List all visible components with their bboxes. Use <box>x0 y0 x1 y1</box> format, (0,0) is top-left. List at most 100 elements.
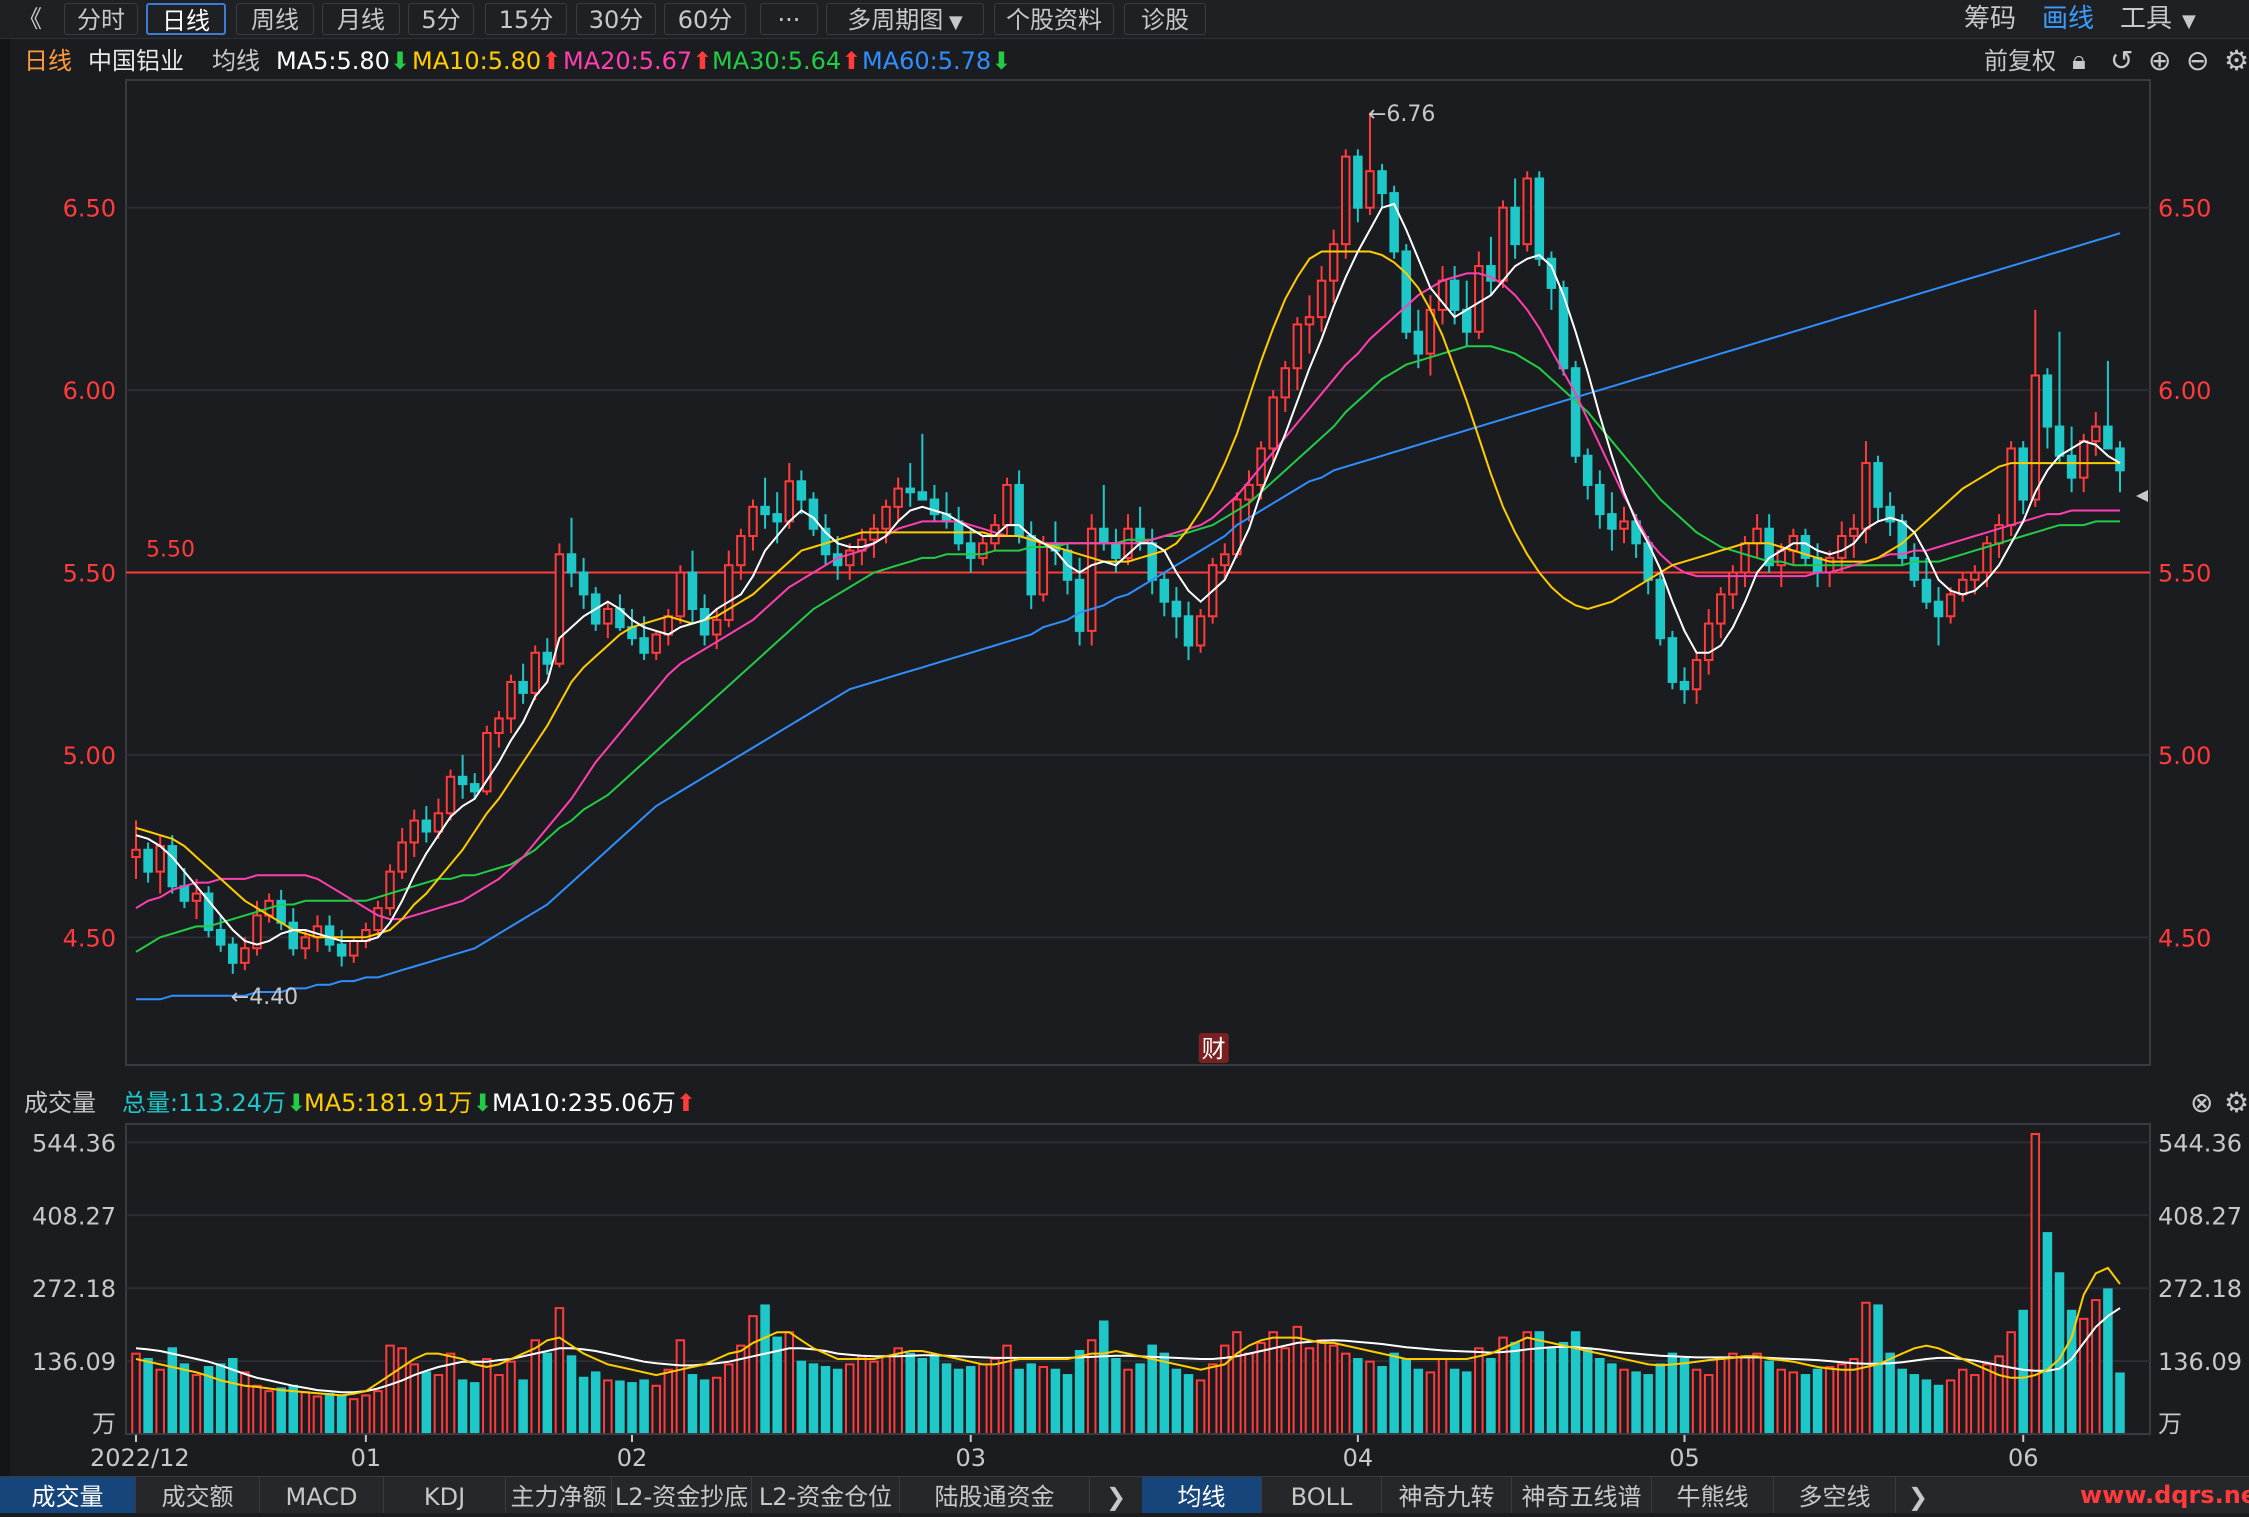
candle-body <box>349 939 359 957</box>
tabs-scroll-right-icon[interactable]: ❯ <box>1105 1483 1127 1511</box>
volume-bar <box>1316 1339 1327 1435</box>
low-price-label: ←4.40 <box>231 985 298 1010</box>
indicator-tab-5[interactable]: L2-资金抄底 <box>612 1477 752 1513</box>
indicator-tab-7[interactable]: 陆股通资金 <box>900 1477 1090 1513</box>
toolbar-tab-3[interactable]: 月线 <box>322 3 400 35</box>
draw-line-button[interactable]: 画线 <box>2042 4 2095 34</box>
candle-body <box>1667 637 1678 683</box>
chip-distribution-button[interactable]: 筹码 <box>1964 4 2017 34</box>
candle-body <box>1982 542 1992 574</box>
candle-body <box>651 633 661 654</box>
toolbar-tab-4[interactable]: 5分 <box>408 3 474 35</box>
overlay-tab-1[interactable]: BOLL <box>1262 1477 1382 1513</box>
volume-bar <box>1752 1352 1762 1435</box>
overlay-tab-3[interactable]: 神奇五线谱 <box>1512 1477 1652 1513</box>
toolbar-tab-10[interactable]: 个股资料 <box>994 3 1114 35</box>
undo-icon[interactable]: ↺ <box>2110 44 2134 77</box>
volume-bar <box>1957 1368 1968 1435</box>
back-button[interactable]: 《 <box>18 5 42 33</box>
candle-body <box>1135 527 1145 545</box>
finance-badge <box>1198 1033 1229 1063</box>
volume-bar <box>1244 1352 1254 1435</box>
volume-bar <box>1389 1352 1399 1435</box>
zoom-out-icon[interactable]: ⊖ <box>2186 44 2210 77</box>
candle-body <box>1873 462 1883 508</box>
volume-bar <box>1183 1374 1194 1435</box>
tabs-scroll-right-icon-2[interactable]: ❯ <box>1907 1483 1929 1511</box>
volume-bar <box>469 1382 480 1436</box>
volume-bar <box>1764 1360 1774 1436</box>
toolbar-tab-11[interactable]: 诊股 <box>1124 3 1206 35</box>
volume-bar <box>1631 1371 1641 1435</box>
candle-body <box>1595 483 1605 516</box>
settings-gear-icon[interactable]: ⚙ <box>2224 44 2249 77</box>
volume-settings-icon[interactable]: ⚙ <box>2224 1086 2249 1119</box>
candle-body <box>397 841 407 873</box>
volume-bar <box>1679 1358 1690 1435</box>
zoom-in-icon[interactable]: ⊕ <box>2148 44 2172 77</box>
toolbar-tab-9[interactable]: 多周期图 ▼ <box>826 3 984 35</box>
volume-bar <box>494 1374 504 1435</box>
indicator-tab-2[interactable]: MACD <box>260 1477 384 1513</box>
candle-body <box>1970 571 1980 581</box>
indicator-tab-4[interactable]: 主力净额 <box>506 1477 612 1513</box>
x-axis-label: 06 <box>2008 1444 2039 1472</box>
x-axis-label: 03 <box>955 1444 986 1472</box>
ma20-value: MA20:5.67⬆ <box>563 47 713 75</box>
candle-body <box>1607 513 1617 530</box>
ma-info-bar: 日线 中国铝业 均线 MA5:5.80⬇ MA10:5.80⬆ MA20:5.6… <box>0 44 2249 78</box>
toolbar-tab-8[interactable]: ··· <box>760 3 818 35</box>
candle-body <box>2078 440 2089 479</box>
volume-bar <box>1099 1320 1109 1435</box>
candle-body <box>240 947 250 964</box>
toolbar-tab-5[interactable]: 15分 <box>485 3 567 35</box>
candle-body <box>2103 425 2113 450</box>
toolbar-tab-7[interactable]: 60分 <box>664 3 746 35</box>
volume-bar <box>663 1368 674 1435</box>
volume-bar <box>1897 1368 1907 1435</box>
ma30-line <box>135 345 2120 953</box>
toolbar-tab-2[interactable]: 周线 <box>236 3 314 35</box>
volume-bar <box>1619 1368 1629 1435</box>
candle-body <box>2066 454 2077 479</box>
volume-bar <box>1026 1363 1036 1436</box>
toolbar-tab-0[interactable]: 分时 <box>64 3 138 35</box>
volume-bar <box>2006 1331 2016 1435</box>
kline-chart[interactable]: 6.50 6.50 6.00 6.00 5.50 5.50 5.00 5.00 4.50 4.50… <box>0 0 2249 1476</box>
indicator-tab-6[interactable]: L2-资金仓位 <box>752 1477 900 1513</box>
volume-bar <box>820 1366 831 1436</box>
close-panel-icon[interactable]: ⊗ <box>2190 1086 2214 1119</box>
overlay-tab-0[interactable]: 均线 <box>1142 1477 1262 1513</box>
volume-label: 成交量 <box>24 1089 96 1117</box>
indicator-tab-1[interactable]: 成交额 <box>136 1477 260 1513</box>
candle-body <box>1510 206 1520 246</box>
tools-button[interactable]: 工具 ▼ <box>2120 3 2196 35</box>
volume-bar <box>711 1376 722 1435</box>
volume-bar <box>808 1363 819 1436</box>
candle-body <box>675 571 686 618</box>
volume-bar <box>1232 1331 1242 1435</box>
candle-body <box>748 505 758 538</box>
candle-body <box>1486 265 1496 282</box>
toolbar-tab-1[interactable]: 日线 <box>146 3 226 35</box>
volume-tick-left: 272.18 <box>32 1275 116 1303</box>
candle-body <box>1716 593 1726 625</box>
volume-bar <box>615 1380 625 1435</box>
fuquan-button[interactable]: 前复权 <box>1984 47 2056 75</box>
overlay-tab-4[interactable]: 牛熊线 <box>1652 1477 1774 1513</box>
volume-bar <box>324 1392 335 1435</box>
candle-body <box>1304 316 1315 326</box>
overlay-tab-2[interactable]: 神奇九转 <box>1382 1477 1512 1513</box>
volume-bar <box>651 1384 661 1436</box>
indicator-tab-3[interactable]: KDJ <box>384 1477 506 1513</box>
price-tick-right: 5.50 <box>2158 560 2211 588</box>
volume-bar <box>349 1398 359 1436</box>
lock-icon[interactable]: 🔒︎ <box>2072 46 2086 76</box>
volume-bar <box>1328 1344 1339 1436</box>
indicator-tab-0[interactable]: 成交量 <box>0 1477 136 1513</box>
volume-unit-right: 万 <box>2158 1410 2182 1438</box>
x-axis-label: 05 <box>1669 1444 1700 1472</box>
volume-bar <box>1812 1368 1823 1435</box>
overlay-tab-5[interactable]: 多空线 <box>1774 1477 1896 1513</box>
toolbar-tab-6[interactable]: 30分 <box>576 3 656 35</box>
